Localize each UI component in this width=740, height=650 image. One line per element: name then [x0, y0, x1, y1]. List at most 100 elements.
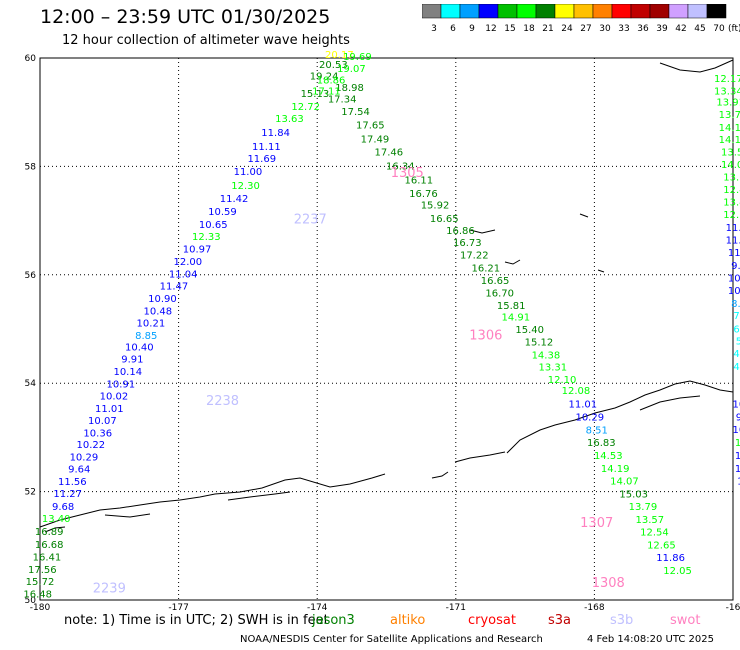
x-tick-label: -177	[168, 603, 188, 610]
page-subtitle: 12 hour collection of altimeter wave hei…	[62, 33, 350, 48]
wave-height-value: 10.21	[137, 318, 166, 329]
wave-height-value: 13.31	[538, 363, 567, 374]
coastline	[227, 491, 291, 501]
coastline	[639, 395, 701, 411]
wave-height-value: 8.45	[731, 299, 740, 310]
wave-height-value: 10.22	[76, 440, 105, 451]
wave-height-value: 16.21	[472, 264, 501, 275]
wave-height-value: 16.41	[33, 552, 62, 563]
track-label: 1305	[391, 166, 424, 181]
wave-height-value: 14.53	[594, 451, 623, 462]
wave-height-value: 18.86	[317, 75, 346, 86]
wave-height-value: 12.46	[723, 185, 740, 196]
wave-height-value: 20.17	[325, 50, 354, 61]
wave-height-value: 12.72	[291, 102, 320, 113]
wave-height-value: 11.01	[95, 404, 124, 415]
wave-height-value: 20.53	[319, 60, 348, 71]
color-tick-label: 3	[431, 24, 437, 34]
wave-height-value: 9.36	[736, 413, 740, 424]
wave-height-value: 11.53	[735, 464, 740, 475]
wave-height-value: 10.05	[733, 400, 740, 411]
wave-height-value: 15.40	[515, 325, 544, 336]
y-tick-label: 54	[25, 379, 37, 389]
track-label: 1308	[592, 576, 625, 591]
x-tick-label: -180	[30, 603, 51, 610]
wave-height-value: 12.10	[548, 375, 577, 386]
wave-height-value: 17.34	[328, 94, 357, 105]
wave-height-value: 12.30	[231, 181, 260, 192]
coastline	[506, 380, 734, 454]
wave-height-value: 11.27	[53, 489, 82, 500]
wave-height-value: 13.79	[629, 502, 658, 513]
wave-height-value: 13.54	[721, 148, 740, 159]
y-tick-label: 60	[25, 54, 37, 64]
wave-height-value: 11.47	[160, 281, 189, 292]
wave-height-value: 19.69	[343, 52, 372, 63]
wave-height-value: 15.03	[619, 490, 648, 501]
wave-height-value: 10.97	[183, 245, 212, 256]
wave-height-value: 17.65	[356, 120, 385, 131]
wave-height-value: 10.29	[575, 413, 604, 424]
coastline	[454, 451, 506, 463]
wave-height-value: 16.89	[35, 527, 64, 538]
wave-height-value: 5.80	[736, 337, 740, 348]
wave-height-map: -180 -177 -174 -171 -168 -16 60 58 56 54 52 50 20.17…	[23, 50, 740, 610]
y-tick-label: 56	[25, 271, 37, 281]
coastline	[659, 59, 734, 73]
wave-height-value: 13.48	[723, 197, 740, 208]
coastline	[44, 526, 66, 533]
coastline	[504, 259, 521, 265]
wave-height-value: 13.34	[714, 86, 740, 97]
wave-height-value: 11.42	[220, 194, 249, 205]
wave-height-value: 14.18	[719, 135, 740, 146]
wave-height-value: 14.38	[532, 350, 561, 361]
wave-height-value: 13.40	[42, 514, 71, 525]
wave-height-value: 12.08	[562, 386, 591, 397]
color-tick-label: 42	[675, 24, 686, 34]
color-tick-label: 21	[542, 24, 553, 34]
x-tick-label: -16	[726, 603, 740, 610]
wave-height-value: 14.09	[721, 160, 740, 171]
wave-height-value: 10.85	[728, 273, 740, 284]
track-label: 1307	[580, 516, 613, 531]
wave-height-value: 16.11	[405, 176, 434, 187]
wave-height-value: 14.17	[719, 123, 740, 134]
wave-height-value: 11.11	[252, 142, 281, 153]
color-tick-label: 24	[561, 24, 573, 34]
track-label: 2239	[93, 581, 126, 596]
wave-height-value: 13.91	[716, 98, 740, 109]
wave-height-value: 13.63	[275, 114, 304, 125]
wave-height-value: 11.80	[726, 223, 740, 234]
wave-height-value: 10.90	[148, 294, 177, 305]
wave-height-value: 11.01	[726, 235, 740, 246]
track-label: 2237	[294, 212, 327, 227]
track-label: 2238	[206, 394, 239, 409]
wave-height-value: 9.64	[68, 465, 90, 476]
wave-height-value: 16.68	[35, 540, 64, 551]
wave-height-value: 10.91	[107, 380, 136, 391]
wave-height-value: 11.04	[169, 270, 198, 281]
legend-altiko: altiko	[390, 613, 426, 628]
legend-swot: swot	[670, 613, 701, 628]
wave-height-value: 6.71	[733, 324, 740, 335]
wave-height-value: 14.07	[610, 477, 639, 488]
wave-height-value: 15.12	[525, 337, 554, 348]
wave-height-value: 14.21	[735, 438, 740, 449]
wave-height-value: 11.97	[735, 451, 740, 462]
color-tick-label: 36	[637, 24, 649, 34]
wave-height-value: 11.53	[728, 248, 740, 259]
color-tick-label: 39	[656, 24, 668, 34]
y-tick-label: 58	[25, 162, 37, 172]
wave-height-value: 19.24	[310, 72, 339, 83]
wave-height-value: 18.98	[335, 83, 364, 94]
wave-height-value: 10.36	[83, 428, 112, 439]
coastline	[579, 213, 589, 218]
wave-height-value: 16.70	[485, 288, 514, 299]
y-tick-label: 52	[25, 488, 36, 498]
wave-height-value: 16.34	[386, 162, 415, 173]
wave-height-value: 4.04	[733, 349, 740, 360]
legend-note: note: 1) Time is in UTC; 2) SWH is in fe…	[64, 613, 329, 628]
color-tick-label: 15	[504, 24, 515, 34]
legend-s3a: s3a	[548, 613, 572, 628]
